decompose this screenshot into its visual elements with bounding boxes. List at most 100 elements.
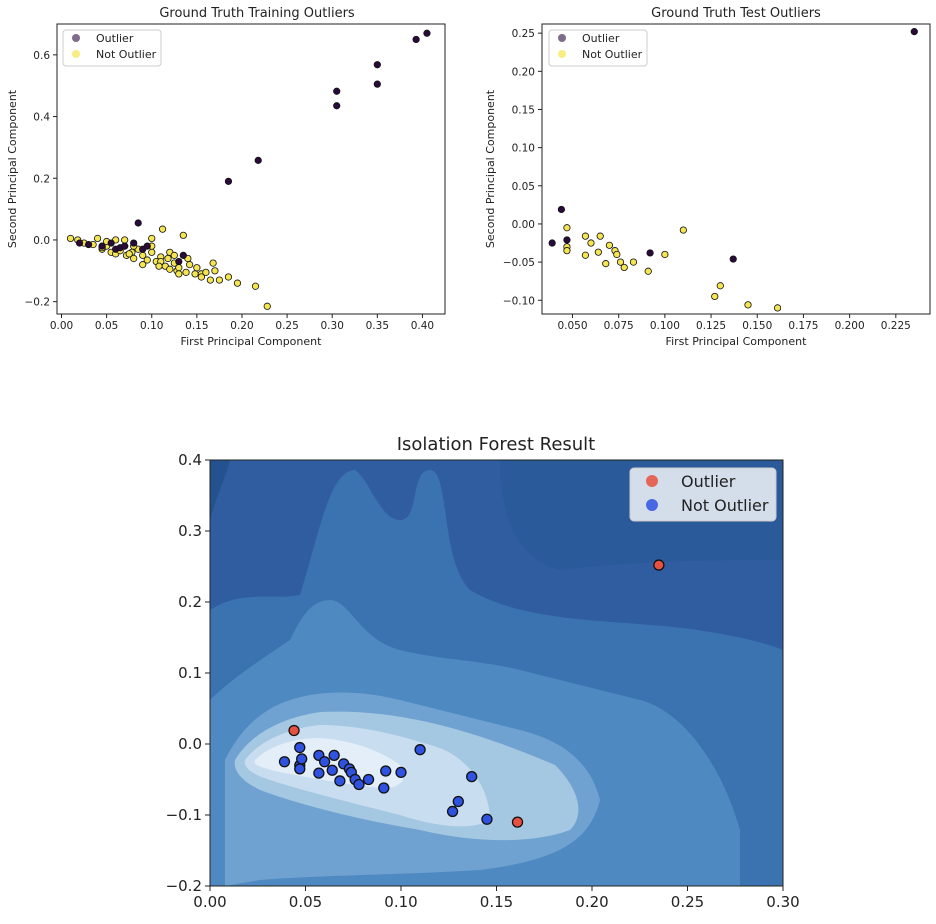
chart1-xtick-label: 0.40	[411, 320, 434, 332]
chart1-inlier-point	[233, 279, 242, 287]
chart1-xtick-label: 0.25	[275, 320, 298, 332]
chart3-inlier-point	[294, 763, 306, 775]
chart2-inlier-point	[661, 250, 669, 259]
chart3-ytick-label: −0.2	[166, 877, 202, 895]
chart2-ylabel: Second Principal Component	[484, 89, 497, 248]
chart2-legend-not-outlier: Not Outlier	[582, 48, 643, 61]
chart2-inlier-point	[613, 250, 621, 259]
chart1-inlier-point	[130, 254, 138, 263]
chart3-inlier-point	[452, 795, 464, 808]
chart3-inlier-point	[414, 744, 426, 756]
chart2-inlier-point	[644, 267, 652, 275]
chart1-inlier-point	[202, 268, 210, 276]
chart3-ytick-label: −0.1	[166, 806, 202, 824]
chart1-inlier-point	[263, 302, 271, 310]
decision-contour	[210, 460, 783, 886]
chart3-legend-marker-outlier	[646, 475, 658, 487]
chart1-xlabel: First Principal Component	[181, 335, 323, 348]
chart1-inlier-point	[155, 262, 163, 270]
chart1-inlier-point	[209, 259, 217, 267]
chart1-outlier-point	[423, 29, 431, 37]
chart1-inlier-point	[191, 270, 199, 278]
chart2-xtick-label: 0.225	[881, 320, 911, 332]
chart3-outlier-point	[653, 559, 665, 571]
chart2-inlier-point	[773, 304, 782, 312]
chart2-ytick-label: 0.00	[512, 219, 535, 231]
chart2-legend-marker-outlier	[558, 34, 566, 42]
chart2-outlier-point	[557, 205, 566, 214]
chart2-inlier-point	[629, 258, 638, 266]
chart1-inlier-point	[179, 231, 187, 239]
chart1-title: Ground Truth Training Outliers	[159, 6, 355, 21]
chart1-outlier-point	[107, 239, 115, 247]
chart1-inlier-point	[251, 282, 260, 290]
chart2-ytick-label: 0.05	[512, 181, 535, 193]
chart1-inlier-point	[66, 234, 75, 243]
chart2-ytick-label: 0.25	[512, 28, 535, 40]
chart2-xtick-label: 0.050	[557, 320, 587, 332]
chart1-inlier-point	[215, 276, 224, 284]
chart3-inlier-point	[446, 805, 459, 818]
chart3-xtick-label: 0.15	[480, 893, 513, 911]
chart1-inlier-point	[158, 225, 167, 233]
chart3-outlier-point	[511, 816, 524, 828]
chart2-inlier-point	[563, 224, 571, 232]
chart2-xtick-label: 0.150	[742, 320, 772, 332]
chart1-ytick-label: 0.2	[33, 173, 50, 185]
chart1-inlier-point	[148, 248, 156, 256]
chart1-ylabel: Second Principal Component	[6, 89, 19, 248]
chart2-inlier-point	[744, 301, 752, 309]
chart2-inlier-point	[596, 232, 604, 240]
chart3-legend-not-outlier: Not Outlier	[681, 496, 769, 515]
chart1-outlier-point	[254, 156, 262, 164]
chart1-outlier-point	[98, 242, 106, 250]
chart1-outlier-point	[333, 87, 341, 95]
chart3-xtick-label: 0.10	[384, 893, 417, 911]
chart1-legend-marker-not-outlier	[72, 50, 80, 58]
chart2-outlier-point	[910, 28, 918, 36]
chart1-outlier-point	[224, 177, 233, 185]
chart2-inlier-point	[563, 247, 571, 255]
chart2-inlier-point	[620, 263, 628, 272]
chart2-inlier-point	[605, 241, 614, 249]
chart3-xtick-label: 0.00	[193, 893, 226, 911]
chart1-outlier-point	[75, 239, 84, 247]
chart3-legend-marker-not-outlier	[646, 499, 658, 511]
chart2-inlier-point	[581, 251, 590, 259]
chart2-xlabel: First Principal Component	[666, 335, 808, 348]
chart3-xtick-label: 0.05	[289, 893, 322, 911]
chart1-outlier-point	[134, 219, 142, 227]
chart1-outlier-point	[175, 257, 183, 266]
chart1-inlier-point	[193, 264, 201, 272]
chart1-legend-outlier: Outlier	[96, 32, 134, 45]
chart1-inlier-point	[224, 273, 233, 281]
chart2-xtick-label: 0.075	[604, 320, 634, 332]
chart3-xtick-label: 0.20	[575, 893, 608, 911]
chart3-inlier-point	[296, 753, 308, 765]
chart1-inlier-point	[182, 268, 190, 276]
chart3-ytick-label: 0.0	[178, 735, 202, 753]
chart1-ytick-label: 0.0	[33, 235, 50, 247]
chart1-xtick-label: 0.05	[95, 320, 118, 332]
chart1-outlier-point	[333, 102, 341, 110]
chart1-outlier-point	[84, 240, 93, 249]
chart1-inlier-point	[139, 261, 147, 269]
chart3-inlier-point	[278, 756, 291, 768]
chart1-inlier-point	[94, 234, 102, 243]
chart2-plot-area	[541, 23, 931, 315]
chart1-inlier-point	[206, 276, 214, 284]
chart1-legend-marker-outlier	[72, 34, 80, 42]
chart1-outlier-point	[130, 239, 138, 247]
chart3-inlier-point	[395, 766, 407, 779]
chart1-legend-not-outlier: Not Outlier	[96, 48, 157, 61]
test-outliers-chart: Ground Truth Test Outliers 0.050 0.075 0.1…	[484, 6, 931, 348]
training-outliers-chart: Ground Truth Training Outliers 0.00 0.05 0…	[6, 6, 446, 348]
chart1-inlier-point	[186, 261, 194, 269]
chart3-inlier-point	[326, 764, 338, 776]
chart3-ytick-label: 0.4	[178, 451, 202, 469]
chart2-ytick-label: 0.20	[512, 66, 535, 78]
chart2-inlier-point	[602, 260, 610, 268]
chart2-xtick-label: 0.175	[788, 320, 818, 332]
chart3-inlier-point	[481, 813, 493, 825]
